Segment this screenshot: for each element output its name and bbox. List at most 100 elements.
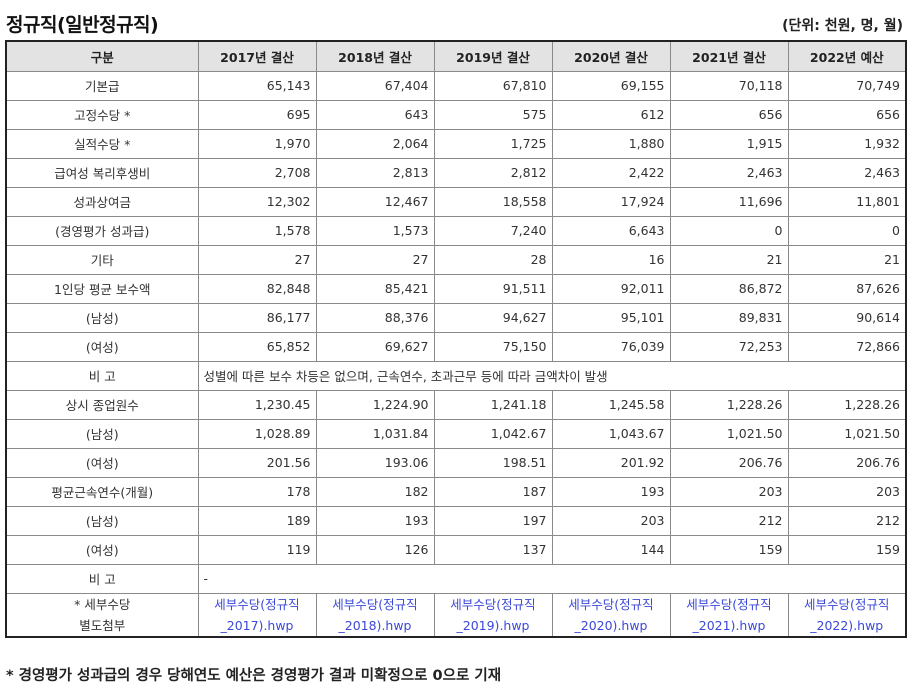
row-label: (여성) <box>5 447 199 478</box>
cell-value: 144 <box>551 534 671 565</box>
cell-value: 193.06 <box>315 447 435 478</box>
cell-value: 11,696 <box>669 186 789 217</box>
link-text-line1[interactable]: 세부수당(정규직 <box>332 596 418 612</box>
table-row: (남성) 189 193 197 203 212 212 <box>5 505 907 536</box>
cell-value: 159 <box>787 534 907 565</box>
table-row: (남성) 1,028.89 1,031.84 1,042.67 1,043.67 1,02… <box>5 418 907 449</box>
cell-value: 85,421 <box>315 273 435 304</box>
row-label: 평균근속연수(개월) <box>5 476 199 507</box>
link-text-line1[interactable]: 세부수당(정규직 <box>568 596 654 612</box>
cell-value: 1,224.90 <box>315 389 435 420</box>
row-label: (남성) <box>5 302 199 333</box>
cell-value: 94,627 <box>433 302 553 333</box>
attachments-label-line1: * 세부수당 <box>74 596 131 612</box>
cell-value: 1,028.89 <box>197 418 317 449</box>
cell-value: 12,467 <box>315 186 435 217</box>
cell-value: 197 <box>433 505 553 536</box>
link-text-line1[interactable]: 세부수당(정규직 <box>214 596 300 612</box>
note-row: 비 고- <box>5 563 907 594</box>
col-header-2019: 2019년 결산 <box>433 40 553 72</box>
row-label: (여성) <box>5 534 199 565</box>
cell-value: 2,708 <box>197 157 317 188</box>
row-label: 1인당 평균 보수액 <box>5 273 199 304</box>
link-text-line2[interactable]: _2018).hwp <box>338 617 412 633</box>
attachment-link[interactable]: 세부수당(정규직 _2019).hwp <box>440 594 547 636</box>
cell-value: 1,573 <box>315 215 435 246</box>
cell-value: 65,852 <box>197 331 317 362</box>
cell-value: 7,240 <box>433 215 553 246</box>
cell-value: 21 <box>787 244 907 275</box>
attachment-cell: 세부수당(정규직 _2018).hwp <box>315 592 435 638</box>
row-label: 상시 종업원수 <box>5 389 199 420</box>
header-row: 구분 2017년 결산 2018년 결산 2019년 결산 2020년 결산 2… <box>5 40 907 72</box>
cell-value: 70,749 <box>787 70 907 101</box>
cell-value: 695 <box>197 99 317 130</box>
attachment-link[interactable]: 세부수당(정규직 _2017).hwp <box>204 594 311 636</box>
table-row: (여성) 119 126 137 144 159 159 <box>5 534 907 565</box>
note-row: 비 고 성별에 따른 보수 차등은 없으며, 근속연수, 초과근무 등에 따라 금… <box>5 360 907 391</box>
attachment-link[interactable]: 세부수당(정규직 _2021).hwp <box>676 594 783 636</box>
cell-value: 69,155 <box>551 70 671 101</box>
link-text-line2[interactable]: _2021).hwp <box>692 617 766 633</box>
cell-value: 2,463 <box>669 157 789 188</box>
cell-value: 6,643 <box>551 215 671 246</box>
cell-value: 89,831 <box>669 302 789 333</box>
table-row: (남성) 86,177 88,376 94,627 95,101 89,831 90,614 <box>5 302 907 333</box>
cell-value: 178 <box>197 476 317 507</box>
cell-value: 203 <box>551 505 671 536</box>
link-text-line2[interactable]: _2020).hwp <box>574 617 648 633</box>
cell-value: 182 <box>315 476 435 507</box>
cell-value: 212 <box>669 505 789 536</box>
link-text-line2[interactable]: _2019).hwp <box>456 617 530 633</box>
cell-value: 65,143 <box>197 70 317 101</box>
cell-value: 67,810 <box>433 70 553 101</box>
page-title: 정규직(일반정규직) <box>6 14 159 36</box>
attachment-cell: 세부수당(정규직 _2019).hwp <box>433 592 553 638</box>
cell-value: 1,021.50 <box>669 418 789 449</box>
attachment-link[interactable]: 세부수당(정규직 _2022).hwp <box>794 594 901 636</box>
cell-value: 656 <box>787 99 907 130</box>
cell-value: 11,801 <box>787 186 907 217</box>
cell-value: 203 <box>787 476 907 507</box>
attachment-cell: 세부수당(정규직 _2017).hwp <box>197 592 317 638</box>
cell-value: 82,848 <box>197 273 317 304</box>
link-text-line2[interactable]: _2017).hwp <box>220 617 294 633</box>
row-label: (남성) <box>5 505 199 536</box>
cell-value: 1,880 <box>551 128 671 159</box>
cell-value: 126 <box>315 534 435 565</box>
attachment-link[interactable]: 세부수당(정규직 _2020).hwp <box>558 594 665 636</box>
cell-value: 76,039 <box>551 331 671 362</box>
cell-value: 1,970 <box>197 128 317 159</box>
cell-value: 72,866 <box>787 331 907 362</box>
cell-value: 86,177 <box>197 302 317 333</box>
cell-value: 21 <box>669 244 789 275</box>
link-text-line2[interactable]: _2022).hwp <box>810 617 884 633</box>
cell-value: 2,422 <box>551 157 671 188</box>
cell-value: 119 <box>197 534 317 565</box>
cell-value: 189 <box>197 505 317 536</box>
cell-value: 12,302 <box>197 186 317 217</box>
unit-label: (단위: 천원, 명, 월) <box>782 18 903 34</box>
table-row: 1인당 평균 보수액 82,848 85,421 91,511 92,011 86,872… <box>5 273 907 304</box>
cell-value: 187 <box>433 476 553 507</box>
table-row: (경영평가 성과급) 1,578 1,573 7,240 6,643 0 0 <box>5 215 907 246</box>
table-row: (여성) 65,852 69,627 75,150 76,039 72,253 72,866 <box>5 331 907 362</box>
cell-value: 1,021.50 <box>787 418 907 449</box>
link-text-line1[interactable]: 세부수당(정규직 <box>450 596 536 612</box>
row-label: 기타 <box>5 244 199 275</box>
cell-value: 0 <box>787 215 907 246</box>
row-label: 성과상여금 <box>5 186 199 217</box>
cell-value: 67,404 <box>315 70 435 101</box>
cell-value: 18,558 <box>433 186 553 217</box>
link-text-line1[interactable]: 세부수당(정규직 <box>686 596 772 612</box>
attachments-label-line2: 별도첨부 <box>79 617 126 633</box>
cell-value: 75,150 <box>433 331 553 362</box>
attachment-cell: 세부수당(정규직 _2021).hwp <box>669 592 789 638</box>
link-text-line1[interactable]: 세부수당(정규직 <box>804 596 890 612</box>
table-row: 기본급 65,143 67,404 67,810 69,155 70,118 70,749 <box>5 70 907 101</box>
row-label: (여성) <box>5 331 199 362</box>
cell-value: 193 <box>315 505 435 536</box>
table-row: 실적수당 * 1,970 2,064 1,725 1,880 1,915 1,932 <box>5 128 907 159</box>
attachment-link[interactable]: 세부수당(정규직 _2018).hwp <box>322 594 429 636</box>
